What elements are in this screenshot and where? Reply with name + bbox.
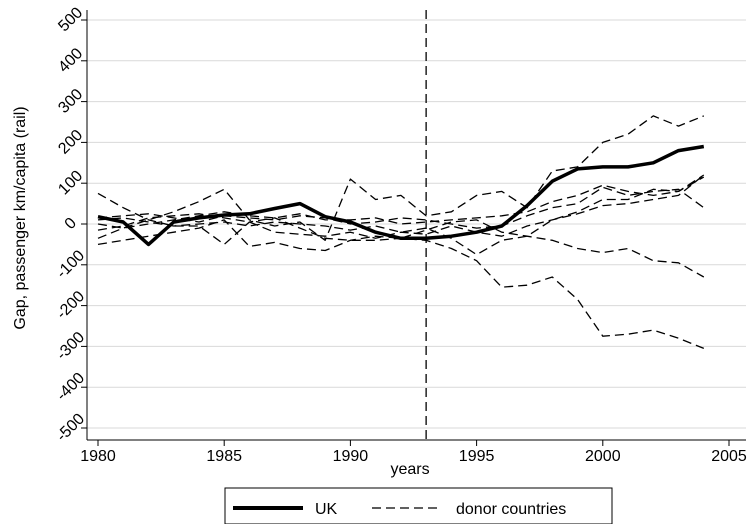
axes xyxy=(86,10,746,441)
y-tick-label: 400 xyxy=(55,45,86,76)
legend-label-uk: UK xyxy=(315,501,338,518)
y-tick-label: 300 xyxy=(55,86,86,117)
x-tick-label: 1980 xyxy=(80,448,116,465)
x-axis-title: years xyxy=(390,461,429,478)
series-layer xyxy=(97,115,705,350)
x-tick-label: 1985 xyxy=(206,448,242,465)
legend: UK donor countries xyxy=(224,487,613,524)
y-tick-label: 200 xyxy=(55,127,86,158)
gridlines xyxy=(87,19,746,429)
x-tick-label: 2005 xyxy=(711,448,747,465)
x-ticks: 1980 1985 1990 1995 2000 2005 xyxy=(80,440,747,465)
series-line-donor-4 xyxy=(97,186,705,229)
x-tick-label: 2000 xyxy=(585,448,621,465)
y-axis-title: Gap, passenger km/capita (rail) xyxy=(12,106,29,329)
y-tick-label: 100 xyxy=(55,167,86,198)
series-line-donor-6 xyxy=(97,176,705,256)
y-tick-label: 500 xyxy=(55,4,86,35)
series-line-donor-3 xyxy=(97,115,705,241)
series-line-donor-5 xyxy=(97,174,705,229)
x-tick-label: 1990 xyxy=(333,448,369,465)
series-line-donor-1 xyxy=(97,192,705,350)
series-line-uk xyxy=(97,144,705,247)
series-line-donor-2 xyxy=(97,219,705,278)
series-line-donor-7 xyxy=(97,174,705,239)
x-tick-label: 1995 xyxy=(459,448,495,465)
y-tick-label: 0 xyxy=(62,215,80,233)
legend-label-donor: donor countries xyxy=(456,501,566,518)
